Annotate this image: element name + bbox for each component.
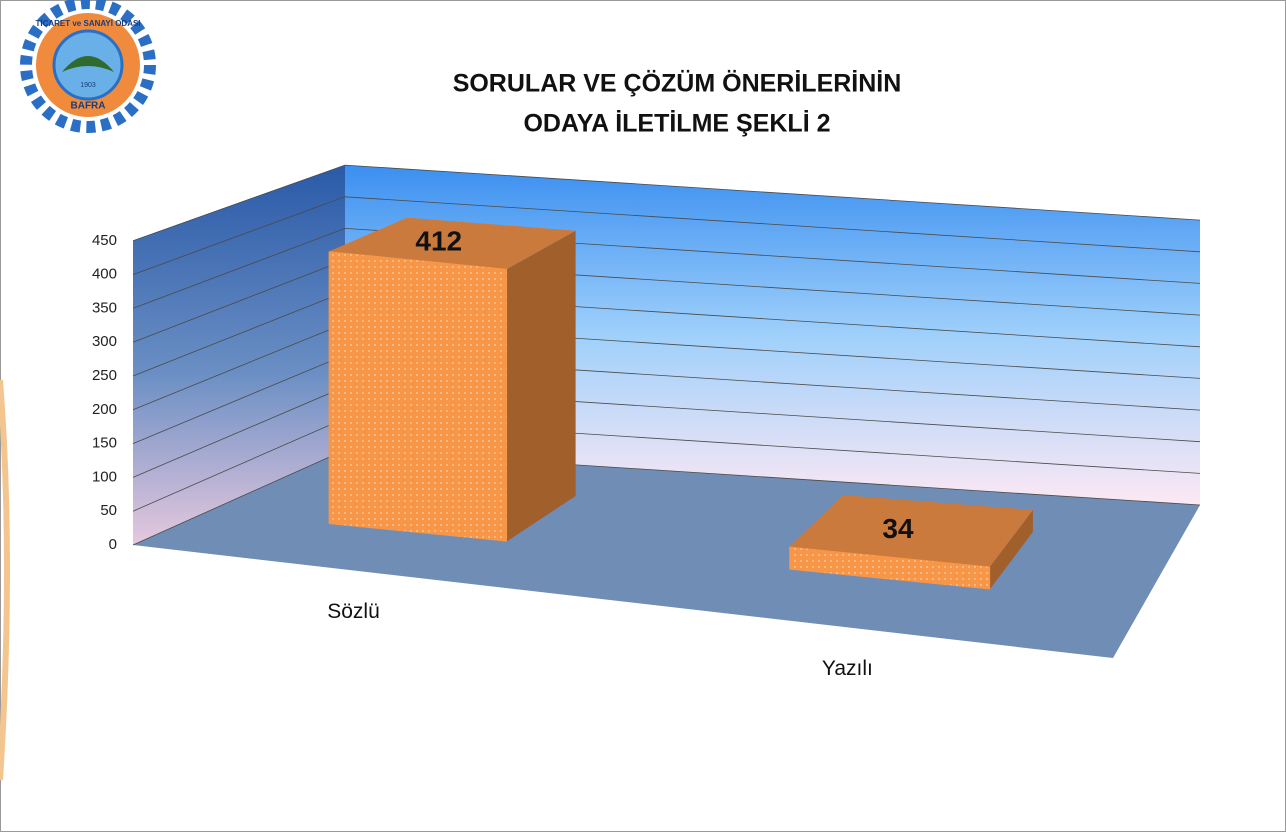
bar-front — [789, 546, 991, 590]
y-tick-label: 250 — [92, 367, 117, 384]
y-tick-label: 300 — [92, 333, 117, 350]
bar-top — [789, 495, 1033, 567]
logo-year: 1903 — [80, 82, 96, 89]
side-wall — [133, 165, 345, 545]
y-tick-label: 100 — [92, 468, 117, 485]
logo-leaf — [62, 56, 114, 72]
x-tick-label: Sözlü — [327, 600, 380, 623]
chart-title: ODAYA İLETİLME ŞEKLİ 2 — [523, 110, 830, 138]
grid-line — [132, 196, 1201, 275]
grid-line — [132, 227, 1201, 309]
y-tick-label: 50 — [100, 502, 117, 519]
bar-side — [506, 230, 576, 542]
y-tick-label: 450 — [92, 232, 117, 249]
logo: TİCARET ve SANAYİ ODASI 1903 BAFRA — [20, 0, 156, 133]
y-tick-label: 150 — [92, 435, 117, 452]
bar-top — [328, 217, 576, 270]
y-tick-label: 0 — [109, 536, 117, 553]
logo-text: TİCARET ve SANAYİ ODASI — [35, 19, 140, 28]
y-tick-label: 350 — [92, 299, 117, 316]
y-tick-label: 200 — [92, 401, 117, 418]
grid-line — [132, 164, 1201, 242]
chart-title: SORULAR VE ÇÖZÜM ÖNERİLERİNİN — [453, 69, 902, 98]
y-tick-label: 400 — [92, 266, 117, 283]
value-label: 34 — [882, 513, 914, 544]
value-label: 412 — [415, 225, 462, 256]
bar-side — [989, 510, 1033, 590]
logo-city: BAFRA — [71, 101, 106, 112]
slide-decoration — [0, 379, 10, 781]
x-tick-label: Yazılı — [822, 657, 873, 680]
bar-front — [328, 251, 508, 542]
logo-gear — [20, 0, 156, 133]
